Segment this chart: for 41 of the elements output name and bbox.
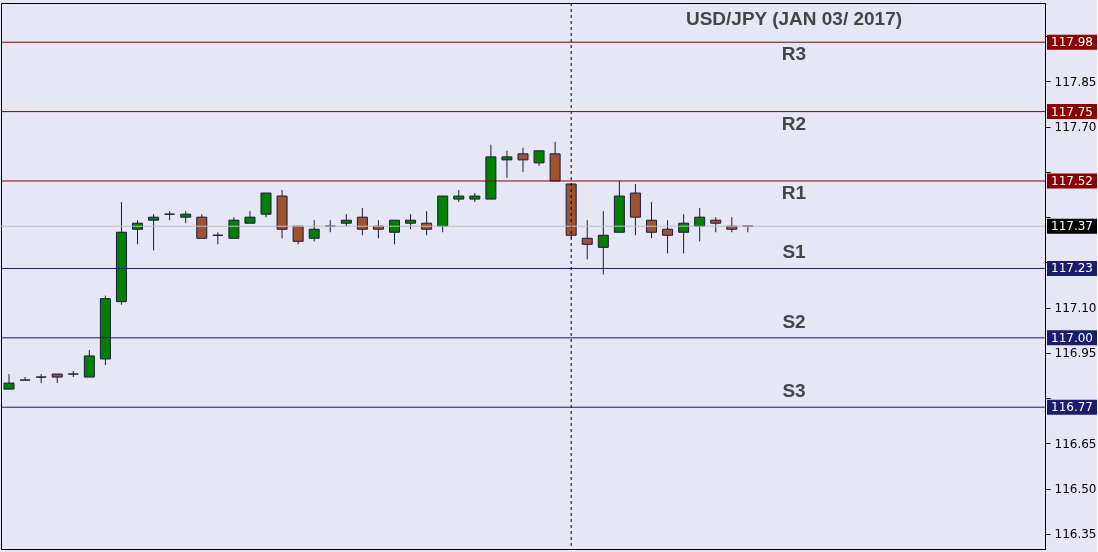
ref-line-label: 117.52 bbox=[1051, 173, 1093, 188]
ref-line-label: 117.37 bbox=[1051, 219, 1093, 234]
ref-line-label: 117.98 bbox=[1051, 35, 1093, 50]
candlestick bbox=[501, 150, 513, 179]
candlestick bbox=[694, 207, 706, 242]
candlestick bbox=[244, 210, 256, 224]
y-tick-label: 116.35 bbox=[1054, 527, 1097, 542]
candlestick bbox=[212, 231, 224, 245]
candlestick bbox=[645, 201, 657, 239]
y-tick-label: 116.95 bbox=[1054, 346, 1097, 361]
ref-line-label: 117.00 bbox=[1051, 330, 1093, 345]
candlestick bbox=[517, 147, 529, 173]
ref-line-label: 116.77 bbox=[1051, 400, 1093, 415]
candlestick bbox=[260, 192, 272, 218]
candlestick bbox=[356, 207, 368, 236]
candlestick bbox=[148, 213, 160, 251]
candlestick bbox=[228, 216, 240, 239]
annotation: S2 bbox=[782, 310, 806, 332]
candlestick bbox=[581, 219, 593, 260]
y-tick-label: 117.85 bbox=[1054, 74, 1097, 89]
candlestick bbox=[597, 210, 609, 275]
annotation: S1 bbox=[782, 241, 807, 263]
y-tick-label: 117.10 bbox=[1054, 301, 1097, 316]
ref-line-label: 117.23 bbox=[1051, 261, 1093, 276]
candlestick bbox=[662, 219, 674, 254]
annotation: R1 bbox=[781, 181, 807, 203]
candlestick bbox=[389, 219, 401, 245]
y-tick-label: 116.50 bbox=[1054, 482, 1097, 497]
candlestick bbox=[308, 219, 320, 242]
candlestick bbox=[83, 349, 95, 378]
candlestick bbox=[196, 213, 208, 239]
y-tick-label: 117.70 bbox=[1054, 120, 1097, 135]
chart-title: USD/JPY (JAN 03/ 2017) bbox=[685, 8, 903, 29]
annotation: S3 bbox=[782, 380, 806, 402]
annotation: R3 bbox=[781, 43, 807, 65]
ref-line-label: 117.75 bbox=[1051, 104, 1093, 119]
candlestick bbox=[19, 376, 31, 381]
y-tick-label: 116.65 bbox=[1054, 436, 1097, 451]
candlestick bbox=[3, 373, 15, 390]
candlestick bbox=[678, 213, 690, 254]
annotation: R2 bbox=[781, 112, 807, 134]
